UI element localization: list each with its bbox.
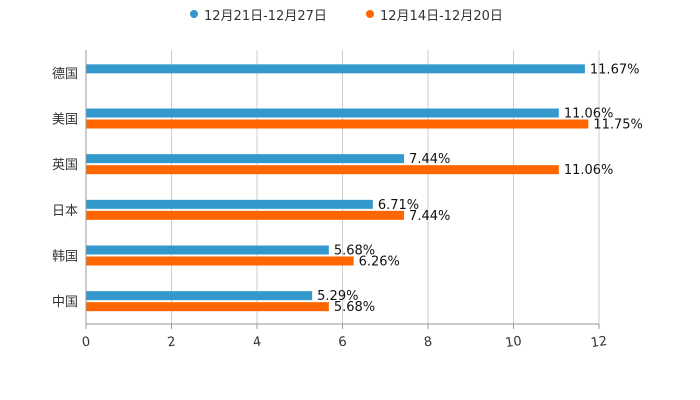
data-label: 5.29% (317, 289, 358, 304)
x-tick-label: 4 (252, 334, 262, 350)
data-label: 5.68% (334, 244, 375, 259)
x-tick-label: 8 (423, 334, 433, 350)
x-tick-label: 0 (81, 334, 91, 350)
bar (86, 199, 373, 209)
y-category-label: 中国 (52, 295, 78, 310)
legend-label-series-1: 12月21日-12月27日 (204, 8, 327, 24)
bar (86, 210, 405, 220)
data-label: 11.75% (593, 118, 643, 133)
y-category-label: 日本 (52, 204, 78, 219)
bar (86, 119, 589, 129)
data-label: 7.44% (409, 209, 450, 224)
x-tick-label: 2 (166, 334, 176, 350)
bar (86, 64, 585, 74)
y-category-label: 韩国 (52, 250, 78, 265)
bar (86, 245, 329, 255)
gridlines (171, 50, 600, 324)
bar (86, 165, 559, 175)
legend-item-series-2[interactable]: 12月14日-12月20日 (366, 4, 503, 24)
data-label: 7.44% (409, 152, 450, 167)
data-label: 11.06% (564, 107, 614, 122)
legend-marker-series-1 (190, 10, 198, 18)
x-tick-label: 12 (590, 334, 608, 351)
legend-label-series-2: 12月14日-12月20日 (380, 8, 503, 24)
data-label: 11.06% (564, 163, 614, 178)
data-label: 6.71% (378, 198, 419, 213)
chart-legend: 12月21日-12月27日 12月14日-12月20日 (0, 4, 700, 24)
data-label: 6.26% (359, 255, 400, 270)
axes: 0 2 4 6 8 10 12 (81, 50, 608, 351)
bar (86, 302, 329, 312)
bar (86, 154, 405, 164)
y-category-label: 美国 (52, 113, 78, 128)
x-tick-label: 6 (337, 334, 347, 350)
bar (86, 108, 559, 118)
legend-item-series-1[interactable]: 12月21日-12月27日 (190, 4, 327, 24)
labels: 德国 11.67%美国 11.06%11.75%英国 7.44%11.06%日本 6.7… (52, 62, 643, 315)
data-label: 5.68% (334, 300, 375, 315)
x-tick-label: 10 (504, 334, 522, 351)
bar (86, 291, 313, 301)
y-category-label: 英国 (52, 158, 78, 173)
bars (86, 64, 589, 312)
bar (86, 256, 354, 266)
y-category-label: 德国 (52, 67, 78, 82)
legend-marker-series-2 (366, 10, 374, 18)
data-label: 11.67% (590, 62, 640, 77)
